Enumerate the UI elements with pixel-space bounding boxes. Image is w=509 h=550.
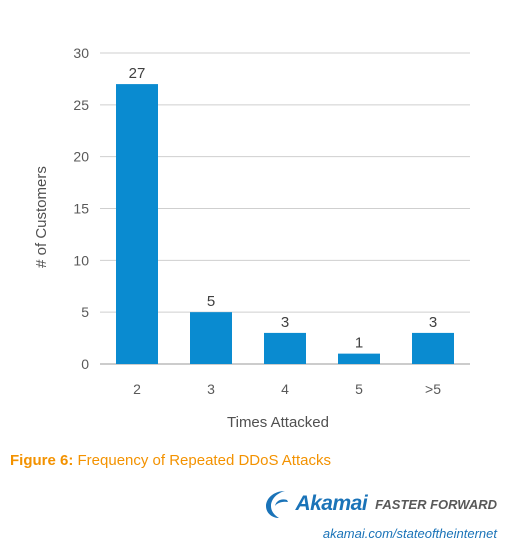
data-label->5: 3 [429,314,437,331]
y-axis-ticks: 0 5 10 15 20 25 30 [73,45,89,372]
x-tick-label-5: 5 [355,381,363,397]
figure-caption-label: Figure 6: [10,452,74,469]
x-axis-ticks: 2 3 4 5 >5 [133,381,441,397]
y-tick-label: 20 [73,149,89,165]
bar-3 [190,312,232,364]
figure-caption: Figure 6: Frequency of Repeated DDoS Att… [10,452,331,469]
y-tick-label: 30 [73,45,89,61]
data-label-4: 3 [281,314,289,331]
y-tick-label: 0 [81,356,89,372]
bar->5 [412,332,454,364]
x-tick-label-4: 4 [281,381,289,397]
data-labels: 27 5 3 1 3 [129,65,438,352]
x-tick-label-2: 2 [133,381,141,397]
brand-name: Akamai [295,492,368,515]
bar-2 [116,84,158,364]
x-axis-title: Times Attacked [227,414,329,431]
y-tick-label: 15 [73,201,89,217]
akamai-swoosh-icon [266,491,289,518]
y-tick-label: 5 [81,304,89,320]
x-tick-label-3: 3 [207,381,215,397]
x-tick-label->5: >5 [425,381,441,397]
bar-4 [264,332,306,364]
y-tick-label: 25 [73,97,89,113]
y-axis-title: # of Customers [33,166,50,268]
bars [116,84,454,364]
brand-url: akamai.com/stateoftheinternet [322,526,497,541]
brand-logo: Akamai FASTER FORWARD [265,489,497,519]
brand-tagline: FASTER FORWARD [375,496,497,512]
gridlines [100,52,470,365]
figure-caption-text: Frequency of Repeated DDoS Attacks [77,452,331,469]
bar-chart: 0 5 10 15 20 25 30 27 5 3 1 3 2 3 4 5 >5 # of Customer… [33,45,470,431]
data-label-2: 27 [129,65,146,82]
y-tick-label: 10 [73,252,89,268]
data-label-5: 1 [355,335,363,352]
bar-5 [338,353,380,364]
data-label-3: 5 [207,293,215,310]
